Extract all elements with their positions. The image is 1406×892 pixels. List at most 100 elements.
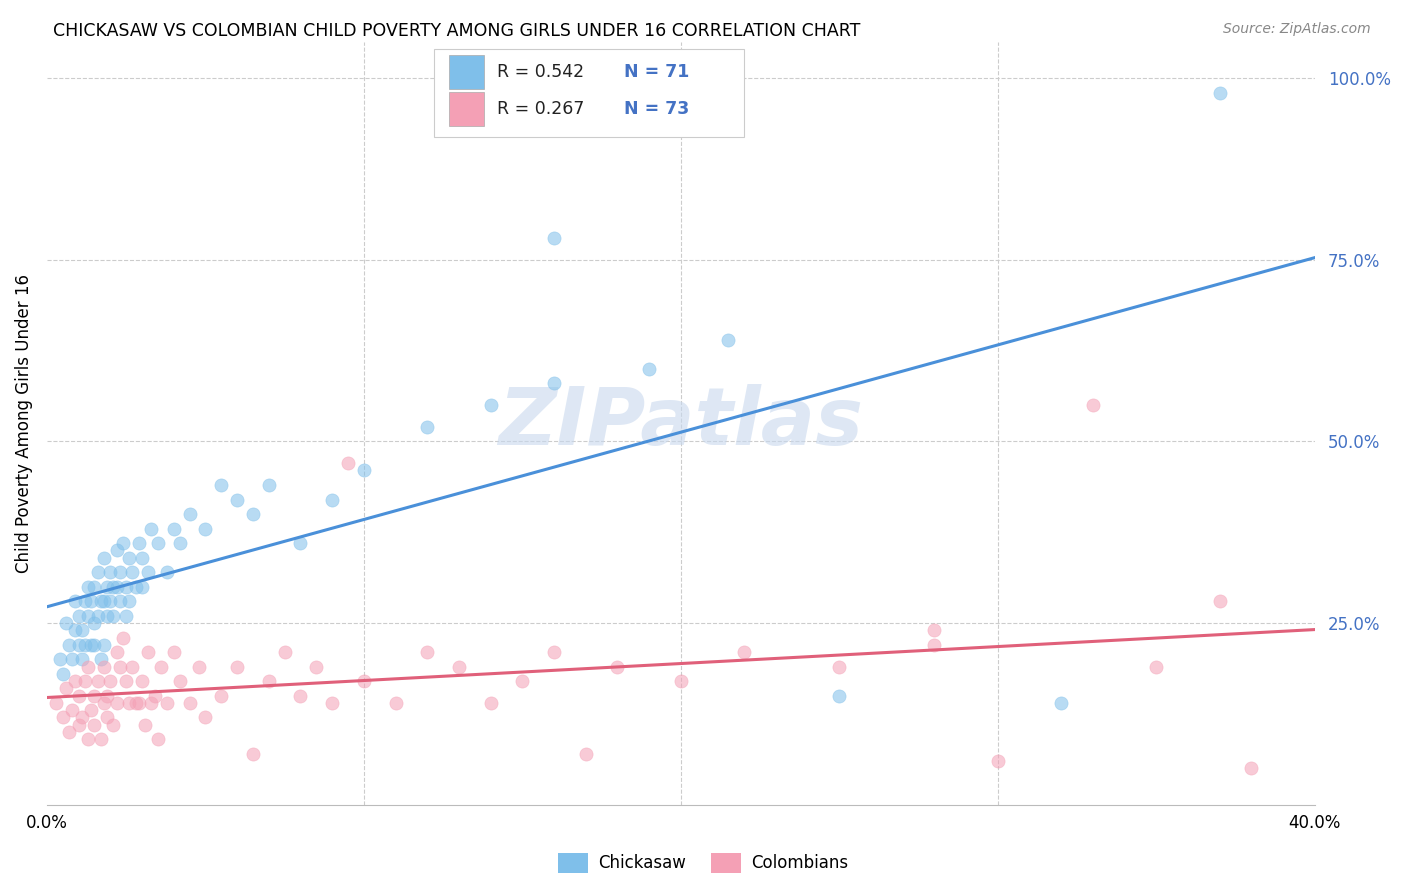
Point xyxy=(290,689,312,703)
Point xyxy=(80,703,103,717)
Point xyxy=(575,747,598,761)
Point xyxy=(60,652,83,666)
Point xyxy=(156,696,179,710)
Point xyxy=(121,659,143,673)
Point xyxy=(67,638,90,652)
Point xyxy=(108,565,131,579)
Point xyxy=(163,522,186,536)
Text: Source: ZipAtlas.com: Source: ZipAtlas.com xyxy=(1223,22,1371,37)
Point xyxy=(73,594,96,608)
Point xyxy=(65,624,87,638)
Point xyxy=(118,594,141,608)
Point xyxy=(226,492,249,507)
Point xyxy=(141,696,163,710)
Point xyxy=(1144,659,1167,673)
Point xyxy=(188,659,211,673)
Point xyxy=(131,550,153,565)
Point xyxy=(226,659,249,673)
Point xyxy=(543,645,565,659)
Point xyxy=(512,674,534,689)
Point xyxy=(179,507,201,521)
Point xyxy=(156,565,179,579)
Point xyxy=(90,732,112,747)
Point xyxy=(83,689,105,703)
Point xyxy=(96,608,118,623)
Point xyxy=(103,580,125,594)
Point xyxy=(416,645,439,659)
Point xyxy=(65,594,87,608)
Point xyxy=(479,696,502,710)
Point xyxy=(93,550,115,565)
Point xyxy=(353,463,375,477)
Point xyxy=(124,580,146,594)
Text: R = 0.267: R = 0.267 xyxy=(496,100,585,118)
Point xyxy=(606,659,628,673)
Point xyxy=(924,638,946,652)
Point xyxy=(321,492,343,507)
Point xyxy=(70,652,93,666)
Point xyxy=(828,689,851,703)
Point xyxy=(124,696,146,710)
Text: N = 73: N = 73 xyxy=(624,100,689,118)
Point xyxy=(105,645,128,659)
Y-axis label: Child Poverty Among Girls Under 16: Child Poverty Among Girls Under 16 xyxy=(15,274,32,573)
Point xyxy=(257,674,280,689)
FancyBboxPatch shape xyxy=(449,55,484,89)
Point xyxy=(77,580,100,594)
Point xyxy=(131,674,153,689)
Point xyxy=(70,624,93,638)
FancyBboxPatch shape xyxy=(449,92,484,126)
Text: N = 71: N = 71 xyxy=(624,63,689,81)
Point xyxy=(321,696,343,710)
Point xyxy=(733,645,755,659)
Point xyxy=(93,659,115,673)
Point xyxy=(96,710,118,724)
Point xyxy=(416,420,439,434)
Point xyxy=(67,608,90,623)
Point xyxy=(128,536,150,550)
Point xyxy=(52,666,75,681)
Point xyxy=(65,674,87,689)
Point xyxy=(111,536,134,550)
Point xyxy=(83,615,105,630)
Point xyxy=(55,615,77,630)
Point xyxy=(67,718,90,732)
Point xyxy=(194,522,217,536)
Point xyxy=(83,580,105,594)
Point xyxy=(169,536,191,550)
Point xyxy=(111,631,134,645)
Point xyxy=(73,638,96,652)
Point xyxy=(90,652,112,666)
Point xyxy=(73,674,96,689)
Point xyxy=(105,580,128,594)
Point xyxy=(337,456,360,470)
Point xyxy=(163,645,186,659)
Point xyxy=(717,333,740,347)
Point xyxy=(77,659,100,673)
Point xyxy=(150,659,173,673)
Point xyxy=(141,522,163,536)
Point xyxy=(93,638,115,652)
Point xyxy=(543,231,565,245)
Point xyxy=(209,478,232,492)
Point xyxy=(146,732,169,747)
Text: R = 0.542: R = 0.542 xyxy=(496,63,583,81)
Point xyxy=(115,580,138,594)
Point xyxy=(479,398,502,412)
Point xyxy=(353,674,375,689)
Point xyxy=(83,638,105,652)
Point xyxy=(98,565,121,579)
Point xyxy=(638,361,661,376)
Point xyxy=(83,718,105,732)
Legend: Chickasaw, Colombians: Chickasaw, Colombians xyxy=(551,847,855,880)
Point xyxy=(305,659,328,673)
Point xyxy=(118,550,141,565)
Point xyxy=(115,674,138,689)
Point xyxy=(80,638,103,652)
Point xyxy=(96,689,118,703)
Point xyxy=(86,608,108,623)
Point xyxy=(105,543,128,558)
Point xyxy=(242,747,264,761)
Point xyxy=(384,696,406,710)
Point xyxy=(543,376,565,391)
